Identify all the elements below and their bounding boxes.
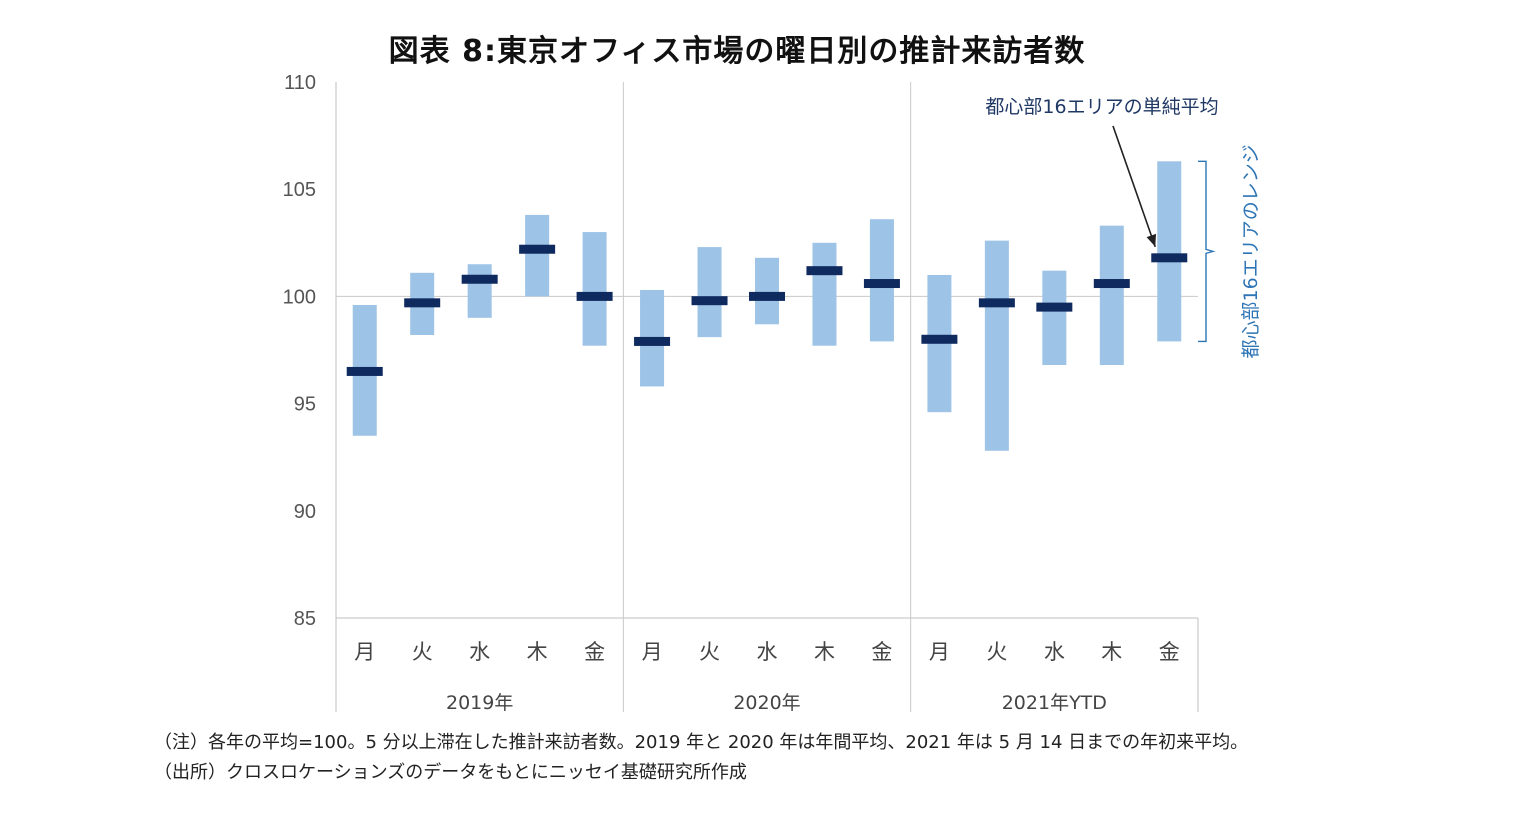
y-tick-label: 110 [284, 72, 316, 94]
mean-marker [346, 366, 383, 376]
mean-marker [404, 298, 441, 308]
range-bar [755, 257, 779, 325]
range-bar [467, 264, 492, 318]
x-tick-label-day: 月 [929, 640, 950, 664]
x-group-label: 2021年YTD [1002, 692, 1107, 714]
range-bar [697, 247, 722, 338]
mean-marker [806, 266, 843, 276]
mean-marker [1151, 253, 1188, 263]
annotation-mean-label: 都心部16エリアの単純平均 [985, 96, 1218, 118]
y-tick-label: 105 [283, 179, 316, 201]
mean-marker [749, 291, 785, 301]
x-tick-label-day: 木 [527, 640, 548, 664]
range-bar [984, 240, 1009, 451]
y-tick-label: 85 [294, 608, 316, 630]
mean-marker [634, 336, 671, 346]
mean-marker [978, 298, 1015, 308]
mean-marker [519, 244, 556, 254]
mean-marker [461, 274, 498, 284]
footnote-source: （出所）クロスロケーションズのデータをもとにニッセイ基礎研究所作成 [154, 762, 747, 783]
mean-marker [921, 334, 958, 344]
range-bracket [1198, 160, 1216, 343]
x-tick-label-day: 火 [412, 640, 433, 664]
x-tick-label-day: 木 [1101, 640, 1122, 664]
range-bar [1099, 225, 1124, 366]
x-tick-label-day: 水 [469, 640, 490, 664]
y-tick-label: 100 [283, 286, 316, 308]
x-tick-label-day: 水 [757, 640, 778, 664]
range-bar [525, 214, 550, 297]
y-tick-label: 95 [294, 394, 316, 416]
x-tick-label-day: 金 [584, 640, 605, 664]
x-tick-label-day: 金 [1159, 640, 1180, 664]
y-tick-label: 90 [294, 501, 316, 523]
x-group-label: 2019年 [446, 692, 513, 714]
range-bar [1157, 161, 1182, 342]
range-bar [582, 232, 607, 346]
chart-title: 図表 8:東京オフィス市場の曜日別の推計来訪者数 [388, 34, 1086, 69]
x-tick-label-day: 火 [986, 640, 1007, 664]
x-tick-label-day: 木 [814, 640, 835, 664]
mean-marker [1093, 279, 1130, 289]
x-tick-label-day: 月 [354, 640, 375, 664]
mean-marker [691, 296, 728, 306]
range-bar [1042, 270, 1067, 366]
x-group-label: 2020年 [733, 692, 800, 714]
x-tick-label-day: 水 [1044, 640, 1065, 664]
x-tick-label-day: 火 [699, 640, 720, 664]
mean-marker [863, 279, 900, 289]
range-bar [812, 242, 837, 346]
annotation-range-label: 都心部16エリアのレンジ [1240, 144, 1262, 358]
footnote-note: （注）各年の平均=100。5 分以上滞在した推計来訪者数。2019 年と 202… [154, 732, 1249, 753]
annotation-arrow-line [1112, 125, 1157, 248]
mean-marker [1036, 302, 1073, 312]
x-tick-label-day: 月 [642, 640, 663, 664]
mean-marker [576, 291, 613, 301]
x-tick-label-day: 金 [871, 640, 892, 664]
annotation-arrow-head [1146, 233, 1157, 247]
